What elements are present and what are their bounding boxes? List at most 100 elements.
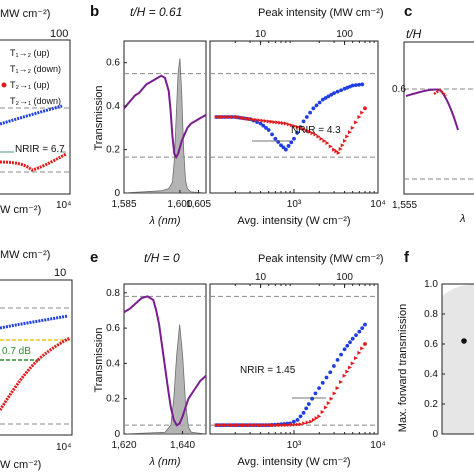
red-series-point (338, 147, 343, 152)
legend: T₁→₂ (up) T₁→₂ (down) T₂→₁ (up) T₂→₁ (do… (1, 48, 61, 106)
data-point (461, 338, 467, 344)
red-series-point (281, 121, 286, 126)
panel-letter: e (90, 249, 98, 266)
top-axis-tick: 100 (50, 28, 68, 40)
blue-series-point (306, 402, 311, 406)
blue-series-point (304, 115, 309, 119)
red-series-point (217, 423, 222, 428)
y-tick-label: 0.6 (424, 339, 438, 350)
laser-spectrum (123, 324, 207, 435)
red-series-point (326, 401, 331, 406)
blue-series-point (320, 380, 325, 385)
x-tick-label: 10⁴ (370, 440, 385, 451)
x-tick: 10⁴ (56, 200, 71, 211)
red-series-point (272, 120, 277, 125)
red-series-point (254, 423, 259, 428)
red-series-point (307, 129, 312, 134)
x-tick: 10⁴ (56, 442, 71, 453)
red-series-point (305, 420, 310, 425)
red-series-point (360, 110, 365, 115)
red-series-point (340, 143, 345, 148)
red-series-point (227, 423, 232, 428)
red-series-point (266, 119, 271, 124)
x-tick-label: 1,605 (186, 199, 211, 210)
red-series-point (339, 379, 344, 384)
y-tick-label: 0.8 (106, 288, 120, 299)
red-series-point (310, 131, 315, 136)
blue-series-point (335, 357, 340, 362)
blue-series-point (357, 82, 361, 87)
top-tick-label: 100 (336, 272, 353, 283)
transmission-curve (123, 295, 207, 427)
red-series-point (320, 409, 325, 414)
red-series-point (295, 422, 300, 427)
red-series-point (283, 423, 288, 428)
red-series-point (345, 134, 350, 139)
red-series-point (323, 405, 328, 410)
blue-series-point (348, 340, 352, 345)
red-series-point (260, 118, 265, 123)
blue-series-point (270, 132, 274, 137)
panel-letter: c (404, 3, 412, 20)
x-tick-label: 1,585 (111, 199, 136, 210)
blue-series-point (283, 147, 288, 152)
x-tick-label: 10³ (287, 440, 302, 451)
x-tick: 1,555 (392, 200, 417, 211)
red-series-point (245, 116, 250, 121)
blue-series-point (350, 83, 355, 88)
red-series-point (336, 150, 341, 155)
red-curve-fragment (0, 336, 71, 411)
red-series-point (257, 423, 262, 428)
panel-e-spectrum-plot: 0 0.2 0.4 0.6 0.8 1,620 1,640 λ (nm) (106, 283, 207, 468)
red-series-point (220, 115, 225, 119)
top-tick-label: 10 (255, 29, 267, 40)
blue-series-point (281, 145, 286, 150)
top-axis-title: MW cm⁻²) (0, 8, 50, 20)
blue-series-point (328, 370, 333, 375)
blue-series-point (323, 96, 328, 100)
panel-letter: f (404, 249, 410, 266)
legend-item: T₂→₁ (up) (10, 80, 50, 90)
y-tick-label: 1.0 (424, 279, 438, 290)
panel-b-intensity-plot: NRIR = 4.3 10³ 10⁴ 10 100 Avg. intensity (W c… (209, 29, 386, 227)
nrir-label: NRIR = 1.45 (240, 365, 296, 376)
blue-series-point (354, 333, 358, 338)
red-series-point (289, 123, 294, 128)
red-series-point (281, 423, 286, 428)
red-series-point (239, 423, 244, 428)
x-tick-label: 10³ (287, 199, 302, 210)
panel-f-fragment: f Max. forward transmission 0 0.2 0.4 0.6 0.… (397, 249, 474, 440)
blue-series-point (363, 322, 367, 327)
y-tick-label: 0.4 (424, 369, 438, 380)
y-axis-title: Max. forward transmission (397, 304, 409, 432)
red-series-point (357, 115, 362, 119)
blue-series-point (326, 94, 331, 99)
blue-series-point (279, 143, 283, 148)
blue-series-point (339, 352, 343, 357)
blue-series-point (311, 106, 316, 111)
panel-d-fragment: MW cm⁻²) 10 0.7 dB W cm⁻²) 10⁴ (0, 249, 73, 471)
red-series-point (248, 423, 253, 428)
blue-series-point (264, 125, 268, 130)
x-axis-title: Avg. intensity (W cm⁻²) (237, 456, 350, 468)
red-series-point (332, 147, 337, 152)
red-series-point (348, 365, 352, 370)
y-tick-label: 0.2 (106, 394, 120, 405)
red-series-point (319, 136, 324, 141)
red-series-point (278, 120, 283, 125)
panel-a-fragment: MW cm⁻²) 100 T₁→₂ (up) T₁→₂ (down) T₂→₁ … (0, 8, 71, 216)
y-tick-label: 0.2 (424, 399, 438, 410)
panel-t-over-h: t/H = 0 (144, 251, 180, 265)
red-series-point (242, 423, 247, 428)
blue-series-point (298, 414, 303, 419)
blue-series-point (286, 144, 291, 148)
db-label: 0.7 dB (2, 346, 31, 357)
red-curve-fragment (0, 152, 67, 172)
red-series-point (363, 342, 367, 346)
y-tick-label: 0 (432, 429, 438, 440)
plot-frame (403, 41, 474, 195)
red-series-point (304, 128, 309, 133)
nrir-label-bg (14, 142, 60, 155)
blue-series-point (360, 82, 365, 87)
